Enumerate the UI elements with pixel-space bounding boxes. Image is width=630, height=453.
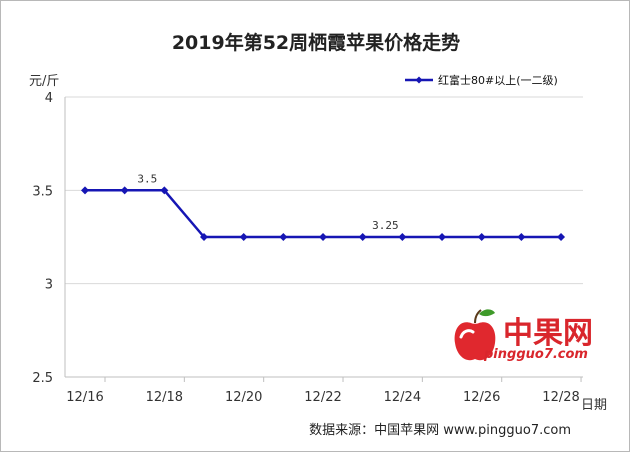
data-point [279, 233, 288, 241]
data-label: 3.5 [137, 172, 157, 185]
y-tick-label: 4 [45, 91, 53, 106]
axes [64, 97, 583, 382]
x-tick-label: 12/24 [384, 390, 421, 405]
data-point [358, 233, 367, 241]
apple-icon [454, 309, 496, 361]
data-point [160, 186, 169, 195]
data-point [438, 233, 447, 241]
series-group [81, 186, 566, 241]
x-tick-label: 12/28 [542, 390, 579, 405]
y-tick-label: 3.5 [32, 184, 53, 199]
x-tick-label: 12/26 [463, 390, 500, 405]
y-tick-label: 2.5 [32, 371, 53, 386]
x-tick-label: 12/18 [146, 390, 183, 405]
data-labels: 3.5 3.25 [137, 172, 398, 232]
x-tick-label: 12/22 [304, 390, 341, 405]
data-point [398, 233, 407, 241]
legend-series-label: 红富士80#以上(一二级) [438, 73, 558, 87]
data-point [557, 233, 566, 241]
data-point [239, 233, 248, 241]
x-tick-label: 12/20 [225, 390, 262, 405]
y-axis-unit-label: 元/斤 [29, 74, 59, 89]
legend: 红富士80#以上(一二级) [405, 73, 558, 87]
y-tick-label: 3 [45, 278, 53, 293]
data-point [120, 186, 129, 195]
x-tick-label: 12/16 [66, 390, 103, 405]
data-point [200, 233, 209, 241]
x-axis-label: 日期 [581, 398, 607, 413]
x-tick-labels: 12/16 12/18 12/20 12/22 12/24 12/26 12/28 [66, 390, 580, 405]
chart-title: 2019年第52周栖霞苹果价格走势 [172, 31, 460, 54]
data-point [517, 233, 526, 241]
data-label: 3.25 [372, 219, 399, 232]
legend-marker-swatch [415, 76, 423, 84]
logo-name: 中果网 [503, 316, 593, 351]
data-point [477, 233, 486, 241]
y-tick-labels: 4 3.5 3 2.5 [32, 91, 53, 386]
series-line [85, 189, 561, 239]
data-point [81, 186, 89, 195]
data-point [319, 233, 328, 241]
logo-url: pingguo7.com [483, 347, 588, 362]
brand-logo: 中果网 pingguo7.com [454, 309, 593, 362]
data-source: 数据来源：中国苹果网 www.pingguo7.com [309, 423, 571, 438]
